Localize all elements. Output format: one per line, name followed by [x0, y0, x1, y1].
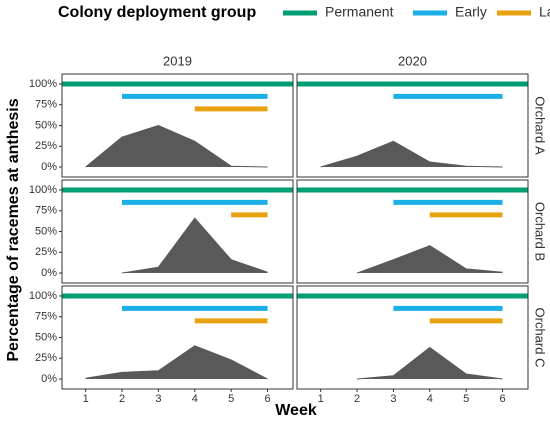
- panel-marks: [62, 187, 293, 274]
- panel-border: [61, 179, 294, 284]
- legend-title: Colony deployment group: [58, 4, 256, 21]
- y-tick-label: 50%: [35, 331, 57, 343]
- x-tick-label: 3: [155, 393, 161, 405]
- area-line: [320, 140, 503, 168]
- y-tick-label: 75%: [35, 99, 57, 111]
- legend-label: Permanent: [325, 4, 394, 20]
- area-fill: [320, 141, 503, 168]
- area-line: [356, 346, 503, 380]
- area-line: [356, 245, 503, 274]
- panel-marks: [297, 293, 528, 380]
- y-tick-label: 100%: [29, 290, 57, 302]
- x-tick-label: 5: [463, 393, 469, 405]
- panel: [61, 73, 294, 178]
- panel: [61, 179, 294, 284]
- area-fill: [85, 125, 268, 168]
- panel-border: [61, 285, 294, 390]
- x-tick-label: 5: [228, 393, 234, 405]
- y-tick-label: 25%: [35, 140, 57, 152]
- y-tick-label: 100%: [29, 184, 57, 196]
- x-tick-label: 6: [264, 393, 270, 405]
- legend-label: Early: [455, 4, 487, 20]
- panel-border: [296, 179, 529, 284]
- area-fill: [122, 218, 268, 274]
- panel-border: [296, 73, 529, 178]
- facet-column-label: 2019: [163, 53, 192, 68]
- y-tick-label: 25%: [35, 246, 57, 258]
- area-line: [85, 124, 268, 168]
- x-tick-label: 6: [499, 393, 505, 405]
- y-axis-title: Percentage of racemes at anthesis: [5, 98, 22, 361]
- x-axis-title: Week: [275, 402, 317, 419]
- y-tick-label: 25%: [35, 352, 57, 364]
- facet-row-label: Orchard B: [533, 202, 548, 261]
- x-tick-label: 1: [318, 393, 324, 405]
- x-tick-label: 4: [192, 393, 198, 405]
- y-tick-label: 50%: [35, 225, 57, 237]
- y-tick-label: 0%: [41, 161, 57, 173]
- y-tick-label: 75%: [35, 311, 57, 323]
- x-tick-label: 1: [83, 393, 89, 405]
- x-tick-label: 2: [119, 393, 125, 405]
- area-fill: [357, 245, 503, 274]
- panel: [296, 179, 529, 284]
- panel-marks: [297, 187, 528, 274]
- panel-marks: [62, 293, 293, 380]
- y-tick-label: 75%: [35, 205, 57, 217]
- facet-row-label: Orchard A: [533, 96, 548, 155]
- x-tick-label: 3: [390, 393, 396, 405]
- area-line: [85, 345, 268, 380]
- y-tick-label: 0%: [41, 373, 57, 385]
- panel-border: [61, 73, 294, 178]
- facet-row-label: Orchard C: [533, 308, 548, 368]
- y-tick-label: 0%: [41, 267, 57, 279]
- panel: [296, 73, 529, 178]
- area-fill: [357, 347, 503, 380]
- x-tick-label: 2: [354, 393, 360, 405]
- y-tick-label: 100%: [29, 78, 57, 90]
- y-tick-label: 50%: [35, 119, 57, 131]
- panel: [61, 285, 294, 390]
- legend-label: Later: [539, 4, 550, 20]
- area-fill: [85, 345, 268, 380]
- panel-marks: [297, 81, 528, 168]
- panel-border: [296, 285, 529, 390]
- panel: [296, 285, 529, 390]
- facet-column-label: 2020: [398, 53, 427, 68]
- x-tick-label: 4: [427, 393, 433, 405]
- area-line: [121, 217, 268, 274]
- panel-marks: [62, 81, 293, 168]
